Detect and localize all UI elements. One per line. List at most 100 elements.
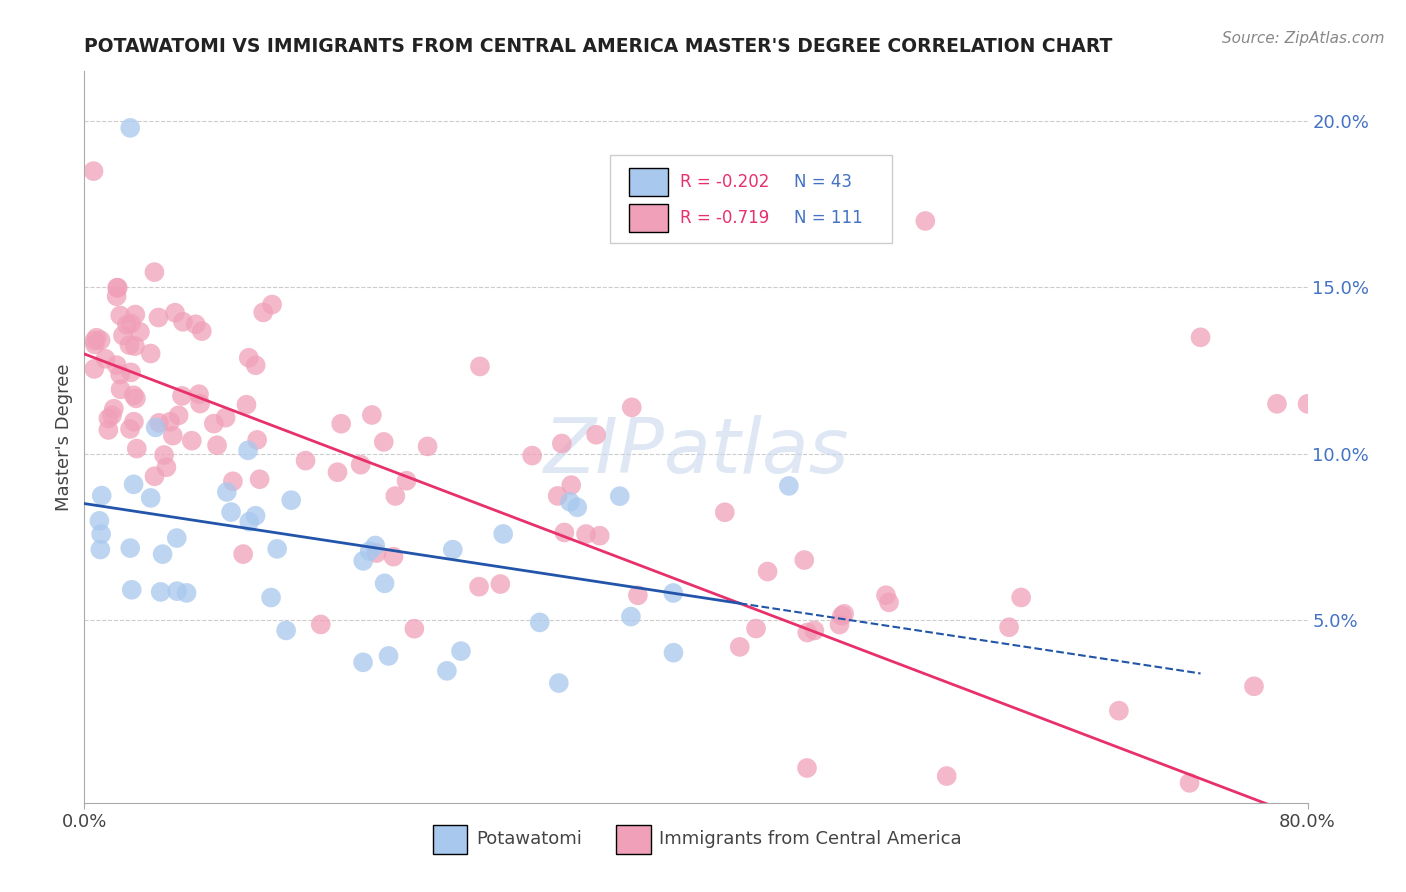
Point [662,586,685,600]
Point [86,331,108,345]
Point [83,164,105,178]
Point [97,423,120,437]
Point [547,676,569,690]
Point [828,617,851,632]
Point [662,646,685,660]
Point [120,317,142,331]
Point [108,368,131,382]
Point [90,489,112,503]
Point [364,539,387,553]
Point [404,622,426,636]
Point [1189,330,1212,344]
Point [139,346,162,360]
Point [745,622,768,636]
Point [143,469,166,483]
Point [83,362,105,376]
Point [90,333,112,347]
Point [756,565,779,579]
Point [529,615,551,630]
Text: Source: ZipAtlas.com: Source: ZipAtlas.com [1222,31,1385,46]
Point [205,438,228,452]
Point [377,648,399,663]
Point [352,656,374,670]
Point [778,479,800,493]
Point [359,544,381,558]
Point [97,411,120,425]
Point [214,410,236,425]
Point [163,306,186,320]
Point [441,542,464,557]
Point [330,417,353,431]
Point [395,474,418,488]
Point [103,401,125,416]
Point [589,529,612,543]
Point [110,382,132,396]
Point [260,591,283,605]
Point [1108,704,1130,718]
FancyBboxPatch shape [433,825,467,854]
Point [166,584,188,599]
Point [149,585,172,599]
Point [176,586,198,600]
Point [262,297,284,311]
Point [246,433,269,447]
Point [110,309,132,323]
Point [374,576,396,591]
Point [366,546,388,560]
Point [436,664,458,678]
Point [238,515,260,529]
Point [120,120,142,135]
Point [148,310,170,325]
Point [492,527,515,541]
Point [489,577,512,591]
Point [620,401,643,415]
Point [238,351,260,365]
Point [124,308,146,322]
Point [252,305,274,319]
Point [101,409,124,423]
Point [547,489,569,503]
Point [188,396,211,410]
Point [832,607,855,621]
Point [558,495,581,509]
Point [1178,776,1201,790]
Point [1243,679,1265,693]
Point [877,595,900,609]
Point [232,547,254,561]
Point [122,477,145,491]
Point [105,289,128,303]
Point [609,489,631,503]
Point [124,339,146,353]
FancyBboxPatch shape [610,155,891,244]
Point [111,328,134,343]
Text: Potawatomi: Potawatomi [475,830,582,848]
Text: POTAWATOMI VS IMMIGRANTS FROM CENTRAL AMERICA MASTER'S DEGREE CORRELATION CHART: POTAWATOMI VS IMMIGRANTS FROM CENTRAL AM… [84,37,1112,56]
Point [107,281,129,295]
Point [585,427,607,442]
Point [714,505,737,519]
Point [280,493,302,508]
Point [121,582,143,597]
Point [309,617,332,632]
Point [122,388,145,402]
Point [350,458,373,472]
Point [914,214,936,228]
Text: N = 111: N = 111 [794,210,862,227]
Point [468,580,491,594]
Text: ZIPatlas: ZIPatlas [543,415,849,489]
Text: R = -0.719: R = -0.719 [681,210,769,227]
Point [180,434,202,448]
Point [148,416,170,430]
Point [184,318,207,332]
Point [245,508,267,523]
Point [139,491,162,505]
Point [162,428,184,442]
Point [620,609,643,624]
Point [172,315,194,329]
Point [235,398,257,412]
Point [803,624,825,638]
Point [89,514,111,528]
Point [384,489,406,503]
Point [245,358,267,372]
Point [731,197,754,211]
